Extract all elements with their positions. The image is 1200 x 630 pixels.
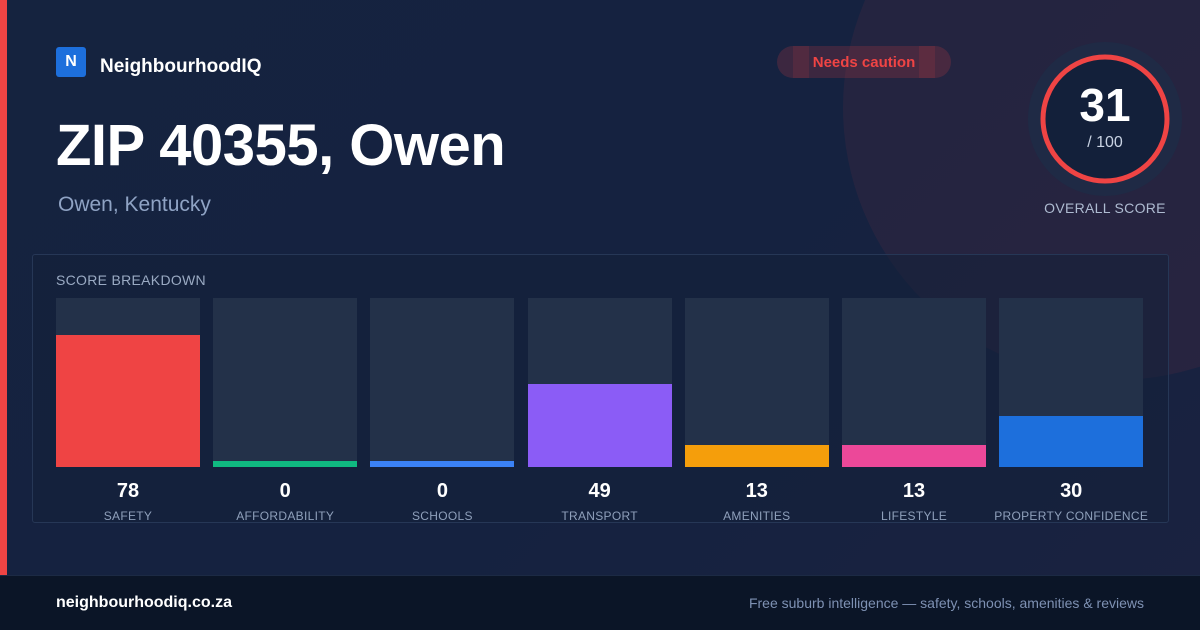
- accent-bar: [0, 0, 7, 575]
- score-bar-amenities: 13 AMENITIES: [684, 298, 829, 523]
- overall-score-ring: 31 / 100: [1028, 42, 1182, 196]
- score-bar-lifestyle: 13 LIFESTYLE: [842, 298, 986, 523]
- score-bar-label: TRANSPORT: [561, 509, 638, 523]
- score-bar-track: [684, 298, 829, 467]
- status-badge-label: Needs caution: [812, 53, 916, 71]
- score-bar-value: 30: [1060, 480, 1083, 502]
- score-bar-schools: 0 SCHOOLS: [370, 298, 515, 523]
- score-bar-property-confidence: 30 PROPERTY CONFIDENCE: [994, 298, 1148, 523]
- score-bar-fill: [842, 445, 986, 467]
- footer: neighbourhoodiq.co.za Free suburb intell…: [0, 575, 1200, 630]
- score-bar-label: PROPERTY CONFIDENCE: [994, 509, 1149, 523]
- score-bar-safety: 78 SAFETY: [56, 298, 200, 523]
- score-bar-value: 49: [588, 480, 611, 502]
- footer-tagline: Free suburb intelligence — safety, schoo…: [748, 595, 1144, 611]
- score-bar-transport: 49 TRANSPORT: [527, 298, 672, 523]
- score-bar-label: AMENITIES: [723, 509, 791, 523]
- score-bar-fill: [370, 461, 515, 467]
- score-bar-fill: [684, 445, 829, 467]
- score-bar-track: [999, 298, 1144, 467]
- score-bar-track: [213, 298, 358, 467]
- score-bar-fill: [999, 416, 1144, 467]
- status-badge: Needs caution: [777, 46, 951, 78]
- footer-domain-link[interactable]: neighbourhoodiq.co.za: [56, 594, 232, 611]
- page-title: ZIP 40355, Owen: [56, 113, 506, 178]
- score-bar-value: 0: [436, 480, 448, 502]
- score-bar-track: [56, 298, 200, 467]
- score-bar-value: 78: [116, 480, 140, 502]
- score-bar-label: AFFORDABILITY: [236, 509, 335, 523]
- score-bar-fill: [56, 335, 200, 467]
- score-bar-label: SAFETY: [103, 509, 153, 523]
- score-bar-track: [370, 298, 515, 467]
- overall-score-value: 31: [1079, 79, 1131, 131]
- score-bar-value: 13: [745, 480, 768, 502]
- score-breakdown-title: SCORE BREAKDOWN: [56, 272, 206, 288]
- score-bar-fill: [527, 384, 672, 467]
- score-bar-track: [842, 298, 986, 467]
- page-subtitle: Owen, Kentucky: [58, 193, 211, 216]
- score-ring-graphic: [1028, 42, 1182, 196]
- brand-logo-icon: N: [56, 47, 86, 77]
- score-bar-label: SCHOOLS: [411, 509, 473, 523]
- overall-score-label: OVERALL SCORE: [1044, 200, 1166, 216]
- score-ring-circle: [1040, 54, 1170, 184]
- brand-name: NeighbourhoodIQ: [100, 56, 262, 77]
- score-bar-value: 13: [902, 480, 926, 502]
- score-bar-value: 0: [279, 480, 291, 502]
- brand[interactable]: N NeighbourhoodIQ: [56, 46, 261, 78]
- score-breakdown-panel: SCORE BREAKDOWN 78 SAFETY 0 AFFORDABILITY 0 S…: [32, 254, 1169, 523]
- score-bar-label: LIFESTYLE: [880, 509, 948, 523]
- overall-score-max: / 100: [1087, 134, 1123, 151]
- score-bar-affordability: 0 AFFORDABILITY: [213, 298, 358, 523]
- score-bar-fill: [213, 461, 358, 467]
- score-bar-track: [527, 298, 672, 467]
